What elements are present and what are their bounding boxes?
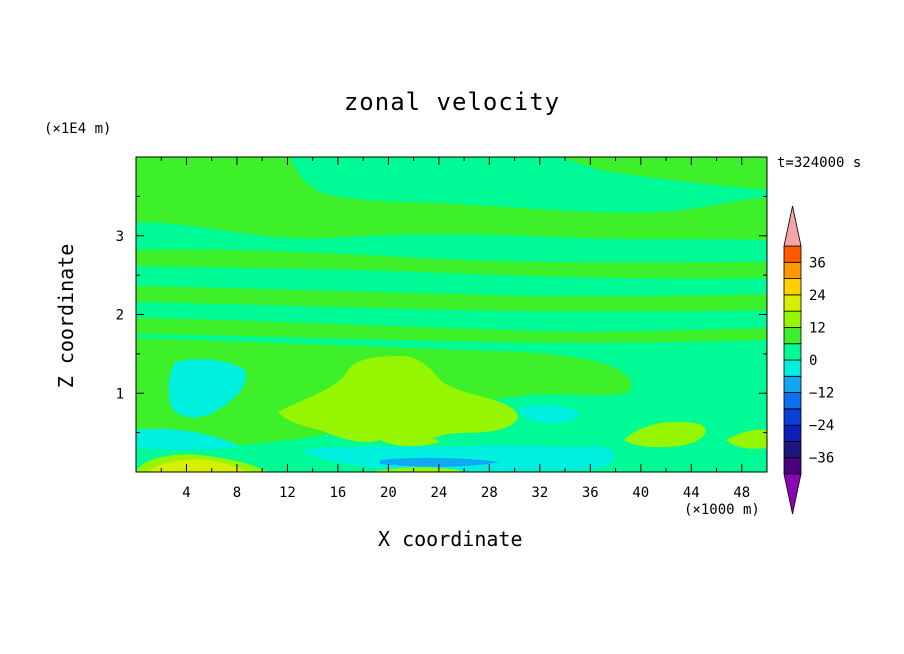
colorbar-swatch-10	[783, 294, 802, 312]
x-axis-label: X coordinate	[378, 527, 523, 551]
colorbar-swatch-0	[783, 457, 802, 475]
contour-region-9	[726, 429, 767, 449]
colorbar-swatch-7	[783, 343, 802, 361]
colorbar: 36 24 12 0 −12 −24 −36	[783, 205, 834, 515]
colorbar-label--12: −12	[809, 386, 834, 402]
z-unit-label: (×1E4 m)	[44, 121, 112, 137]
colorbar-label-24: 24	[809, 288, 826, 304]
colorbar-extend-low	[783, 473, 802, 515]
colorbar-extend-high	[783, 205, 802, 247]
y-tick-label-1: 1	[116, 386, 124, 402]
x-tick-label-48: 48	[733, 485, 750, 501]
colorbar-swatch-6	[783, 359, 802, 377]
chart-title: zonal velocity	[343, 88, 561, 116]
contour-region-17	[372, 467, 460, 472]
colorbar-label--24: −24	[809, 418, 834, 434]
contour-field	[136, 157, 767, 472]
y-tick-label-2: 2	[116, 308, 124, 324]
colorbar-swatch-1	[783, 441, 802, 459]
x-tick-label-32: 32	[531, 485, 548, 501]
x-tick-label-44: 44	[683, 485, 700, 501]
time-label: t=324000 s	[777, 155, 862, 171]
y-tick-label-3: 3	[116, 229, 124, 245]
contour-region-8	[624, 421, 706, 448]
x-tick-label-28: 28	[481, 485, 498, 501]
contour-region-2	[136, 249, 767, 279]
contour-region-6	[278, 356, 518, 443]
contour-region-7	[380, 434, 440, 447]
contour-region-0	[136, 157, 767, 240]
contour-region-12	[300, 445, 615, 472]
x-tick-label-20: 20	[380, 485, 397, 501]
x-unit-label: (×1000 m)	[684, 502, 760, 518]
colorbar-swatch-3	[783, 408, 802, 426]
colorbar-label-0: 0	[809, 353, 817, 369]
x-tick-label-4: 4	[182, 485, 190, 501]
colorbar-swatch-13	[783, 245, 802, 263]
x-tick-label-12: 12	[279, 485, 296, 501]
x-tick-label-36: 36	[582, 485, 599, 501]
colorbar-swatch-9	[783, 310, 802, 328]
contour-region-3	[136, 286, 767, 312]
colorbar-swatch-8	[783, 327, 802, 345]
colorbar-swatch-2	[783, 424, 802, 442]
colorbar-label-36: 36	[809, 255, 826, 271]
contour-region-11	[136, 428, 240, 450]
x-tick-label-24: 24	[430, 485, 447, 501]
contour-region-13	[519, 404, 580, 424]
contour-region-14	[380, 457, 500, 467]
colorbar-swatch-4	[783, 392, 802, 410]
colorbar-label-12: 12	[809, 320, 826, 336]
colorbar-swatch-11	[783, 278, 802, 296]
contour-region-10	[168, 359, 246, 418]
colorbar-label--36: −36	[809, 451, 834, 467]
x-tick-label-16: 16	[329, 485, 346, 501]
contour-region-4	[136, 318, 767, 343]
colorbar-swatch-5	[783, 375, 802, 393]
y-axis-label: Z coordinate	[54, 243, 78, 389]
x-tick-label-8: 8	[233, 485, 241, 501]
x-tick-label-40: 40	[632, 485, 649, 501]
contour-region-16	[148, 459, 248, 472]
colorbar-swatch-12	[783, 261, 802, 279]
contour-region-1	[560, 157, 767, 190]
